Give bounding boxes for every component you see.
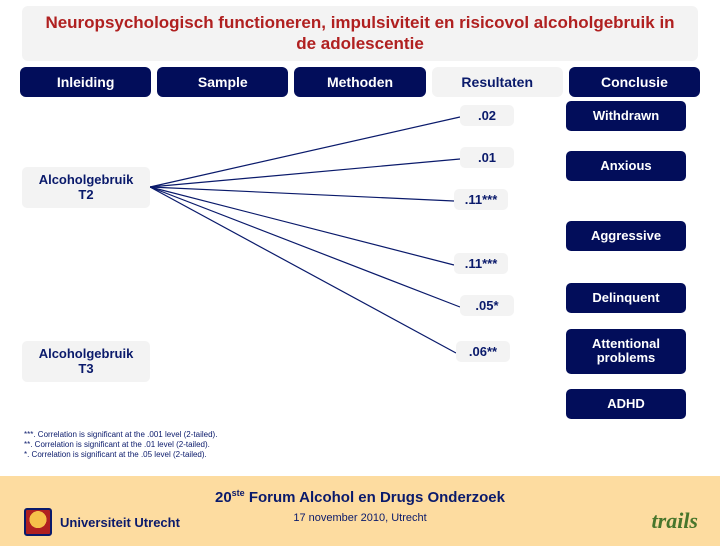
tab-bar: Inleiding Sample Methoden Resultaten Con… [0, 65, 720, 97]
edge-value-v-05: .05* [460, 295, 514, 316]
tab-conclusie[interactable]: Conclusie [569, 67, 700, 97]
outcome-out-adhd: ADHD [566, 389, 686, 420]
edge-value-v-02: .02 [460, 105, 514, 126]
trails-logo: trails [652, 508, 698, 534]
tab-methoden[interactable]: Methoden [294, 67, 425, 97]
footnote-05: *. Correlation is significant at the .05… [24, 450, 217, 460]
conf-sup: ste [232, 488, 245, 498]
outcome-out-withdrawn: Withdrawn [566, 101, 686, 132]
outcome-out-anxious: Anxious [566, 151, 686, 182]
uu-label: Universiteit Utrecht [60, 515, 180, 530]
tab-resultaten[interactable]: Resultaten [432, 67, 563, 97]
edge-value-v-11a: .11*** [454, 189, 508, 210]
conf-rest: Forum Alcohol en Drugs Onderzoek [245, 489, 505, 506]
source-src-t2: Alcoholgebruik T2 [22, 167, 150, 208]
tab-sample[interactable]: Sample [157, 67, 288, 97]
edge-value-v-01: .01 [460, 147, 514, 168]
results-diagram: Alcoholgebruik T2 Alcoholgebruik T3 .02 .01… [0, 97, 720, 437]
source-src-t3: Alcoholgebruik T3 [22, 341, 150, 382]
page-title: Neuropsychologisch functioneren, impulsi… [22, 6, 698, 61]
outcome-out-aggressive: Aggressive [566, 221, 686, 252]
footnote-001: ***. Correlation is significant at the .… [24, 430, 217, 440]
uu-shield-icon [24, 508, 52, 536]
tab-inleiding[interactable]: Inleiding [20, 67, 151, 97]
conf-pre: 20 [215, 489, 232, 506]
outcome-out-attentional: Attentional problems [566, 329, 686, 375]
footnote-01: **. Correlation is significant at the .0… [24, 440, 217, 450]
edge-value-v-06: .06** [456, 341, 510, 362]
uu-logo: Universiteit Utrecht [24, 508, 180, 536]
outcome-out-delinquent: Delinquent [566, 283, 686, 314]
edge-value-v-11b: .11*** [454, 253, 508, 274]
conference-title: 20ste Forum Alcohol en Drugs Onderzoek [0, 488, 720, 506]
significance-footnotes: ***. Correlation is significant at the .… [24, 430, 217, 460]
diagram-edges [0, 97, 720, 437]
